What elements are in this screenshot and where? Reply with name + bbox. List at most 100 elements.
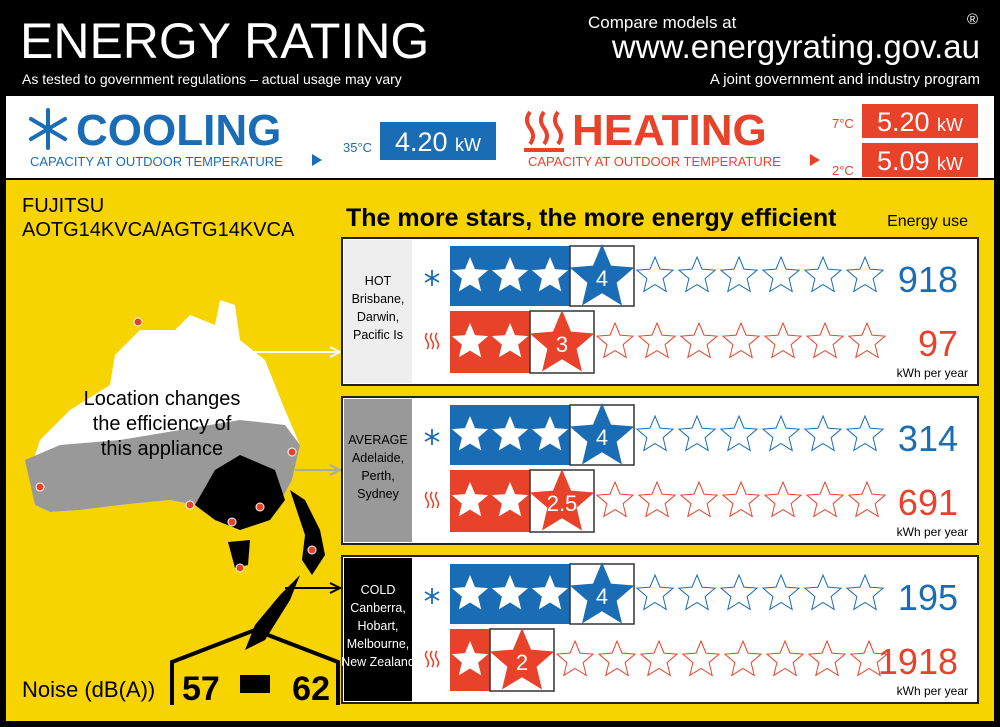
zone-box xyxy=(341,555,979,704)
empty-star xyxy=(847,321,887,359)
empty-star xyxy=(803,255,843,293)
cooling-heading: COOLING xyxy=(76,106,281,155)
capacity-value: 5.20 xyxy=(877,107,930,137)
filled-star xyxy=(451,482,489,517)
city-dots xyxy=(35,317,317,573)
icon-stroke xyxy=(424,491,430,509)
star-badge xyxy=(489,628,555,690)
icon-stroke xyxy=(424,332,430,350)
registered-mark: ® xyxy=(967,11,978,28)
heating-temperature: 2°C xyxy=(832,163,854,178)
map-caption-line: the efficiency of xyxy=(93,413,232,435)
empty-star xyxy=(803,573,843,611)
empty-star xyxy=(719,573,759,611)
icon-stroke xyxy=(434,332,440,350)
heating-capacity-box xyxy=(862,104,978,138)
star-badge xyxy=(569,244,635,306)
empty-star xyxy=(803,414,843,452)
cold-zone xyxy=(195,455,285,530)
brand: FUJITSU xyxy=(22,195,104,217)
noise-outdoor: 62 xyxy=(292,670,330,708)
cooling-caption: CAPACITY AT OUTDOOR TEMPERATURE xyxy=(30,154,283,169)
filled-star xyxy=(451,323,489,358)
map xyxy=(25,300,343,650)
filled-star xyxy=(451,257,489,292)
empty-star xyxy=(597,639,637,677)
zone-place: Pacific Is xyxy=(353,328,403,342)
empty-star xyxy=(807,639,847,677)
heating-temperature: 7°C xyxy=(832,116,854,131)
filled-star xyxy=(491,257,529,292)
filled-star xyxy=(451,575,489,610)
cooling-energy: 195 xyxy=(898,577,958,618)
heat-icon xyxy=(524,110,564,152)
icon-stroke xyxy=(429,491,435,509)
energy-unit: kWh per year xyxy=(897,684,968,698)
empty-star xyxy=(639,639,679,677)
noise-indoor: 57 xyxy=(182,670,220,708)
zone-name: HOT xyxy=(365,274,392,288)
energy-unit: kWh per year xyxy=(897,525,968,539)
empty-star xyxy=(805,480,845,518)
cooling-energy: 314 xyxy=(898,418,958,459)
cooling-temperature: 35°C xyxy=(343,140,372,155)
snowflake-icon xyxy=(29,108,67,150)
empty-star xyxy=(637,480,677,518)
empty-star xyxy=(719,255,759,293)
empty-star xyxy=(595,480,635,518)
tasmania xyxy=(228,540,250,568)
heating-energy: 97 xyxy=(918,323,958,364)
icon-stroke xyxy=(429,332,435,350)
filled-star xyxy=(491,482,529,517)
snowflake-icon xyxy=(424,429,440,445)
star-rating: 2 xyxy=(516,650,528,675)
empty-star xyxy=(679,321,719,359)
heat-icon xyxy=(424,332,440,350)
zone-box xyxy=(341,237,979,386)
cold-arrow xyxy=(285,582,343,594)
hot-arrow xyxy=(245,346,343,358)
heat-icon xyxy=(424,491,440,509)
zone-place: Canberra, xyxy=(350,601,406,615)
zone-panel xyxy=(344,558,412,701)
zone-box xyxy=(341,396,979,545)
zone-panel xyxy=(344,240,412,383)
snowflake-icon xyxy=(424,270,440,286)
empty-star xyxy=(635,414,675,452)
program-text: A joint government and industry program xyxy=(710,71,980,88)
zone-place: Sydney xyxy=(357,487,399,501)
zone-place: Hobart, xyxy=(358,619,399,633)
star-rating: 4 xyxy=(596,425,608,450)
zone-place: New Zealand xyxy=(341,655,415,669)
empty-star xyxy=(555,639,595,677)
star-badge xyxy=(529,469,595,531)
filled-star xyxy=(451,641,489,676)
website: www.energyrating.gov.au xyxy=(611,28,980,65)
empty-star xyxy=(845,414,885,452)
cooling-capacity: 4.20 kW xyxy=(395,127,481,157)
icon-stroke xyxy=(434,650,440,668)
heating-energy: 1918 xyxy=(878,641,958,682)
zone-row: COLD Canberra, Hobart, Melbourne, New Zealan… xyxy=(341,555,979,704)
star-rating: 4 xyxy=(596,584,608,609)
zone-place: Brisbane, xyxy=(352,292,405,306)
zone-name: AVERAGE xyxy=(348,433,408,447)
filled-star xyxy=(491,575,529,610)
zone-row: AVERAGE Adelaide, Perth, Sydney 4 2.5 314 691 kW… xyxy=(341,396,979,545)
star-badge xyxy=(529,310,595,372)
cooling-capacity-box xyxy=(380,122,496,160)
empty-star xyxy=(681,639,721,677)
icon-stroke xyxy=(429,650,435,668)
heating-capacity-box xyxy=(862,143,978,177)
model: AOTG14KVCA/AGTG14KVCA xyxy=(22,219,295,241)
zone-rows: HOT Brisbane, Darwin, Pacific Is 4 3 918 97 kWh … xyxy=(341,237,979,704)
capacity-value: 5.09 xyxy=(877,146,930,176)
map-caption-line: this appliance xyxy=(101,438,223,460)
empty-star xyxy=(595,321,635,359)
empty-star xyxy=(761,255,801,293)
zone-place: Perth, xyxy=(361,469,394,483)
heating-capacity: 5.20 kW xyxy=(877,107,963,137)
empty-star xyxy=(677,573,717,611)
heating-capacity: 5.09 kW xyxy=(877,146,963,176)
